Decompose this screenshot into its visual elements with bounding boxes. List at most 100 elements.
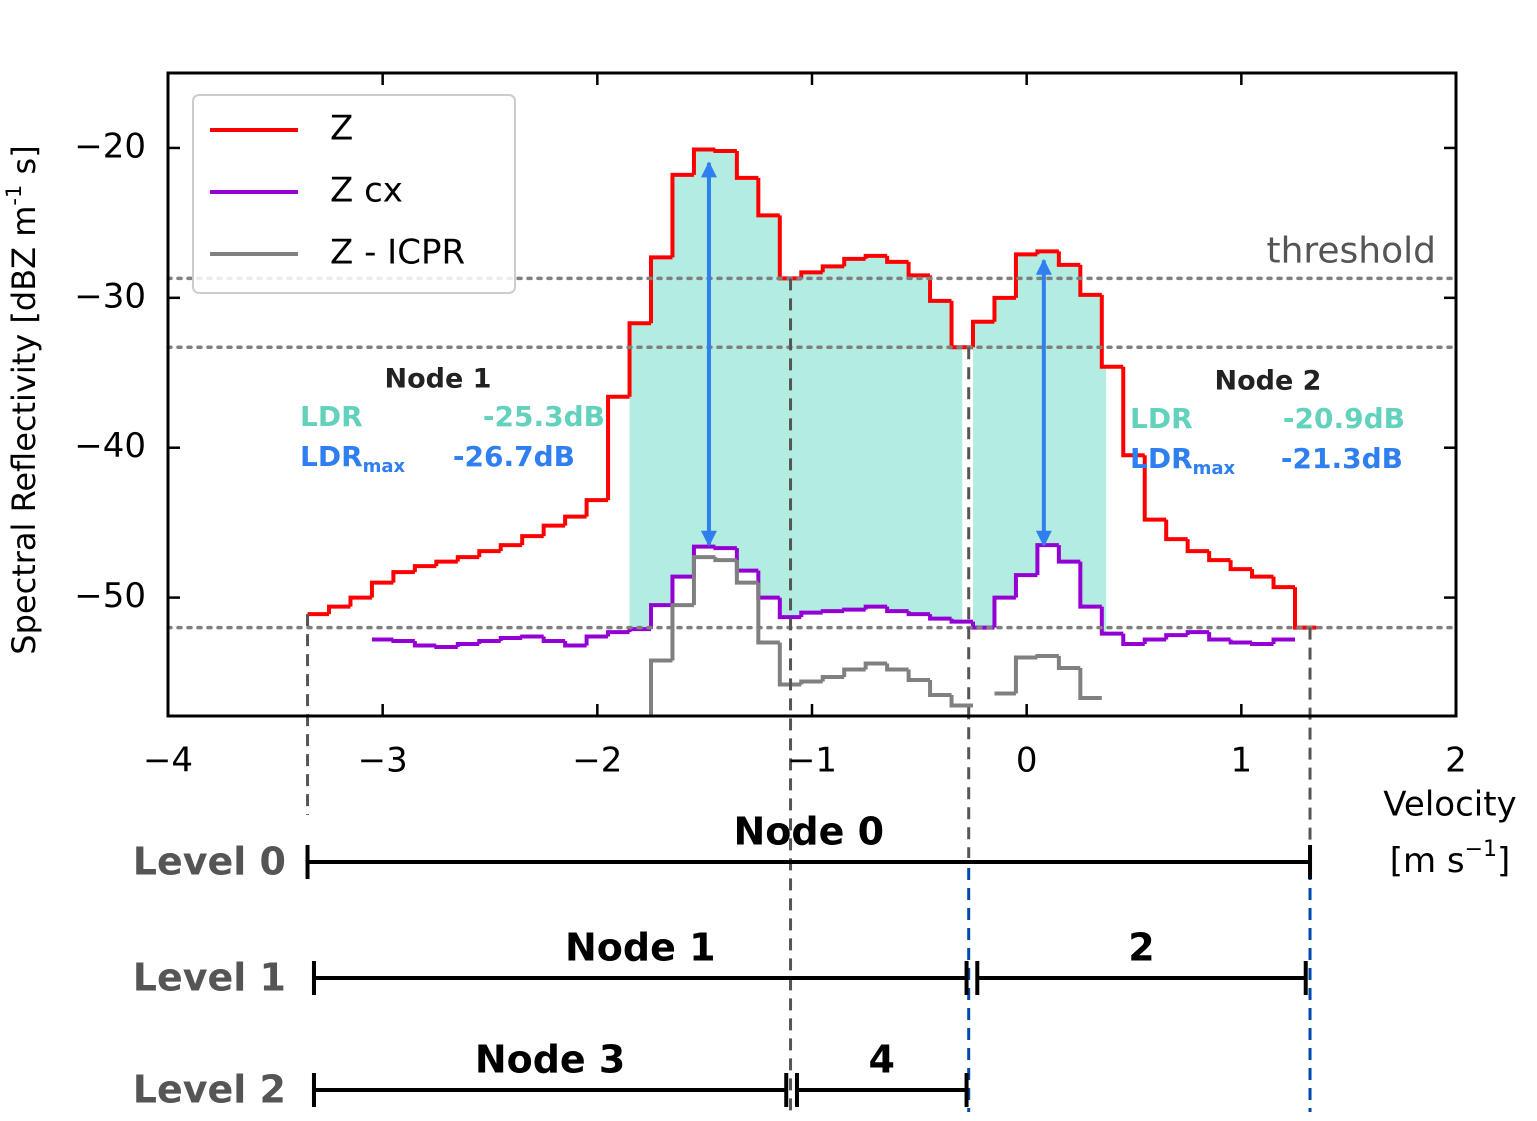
x-tick-label: −4	[143, 741, 193, 781]
step-segment	[520, 634, 544, 639]
node-label: Node 1	[565, 926, 716, 970]
step-segment	[455, 555, 480, 562]
level-label: Level 2	[133, 1068, 286, 1112]
step-segment	[1185, 539, 1210, 554]
legend-label: Z cx	[330, 171, 403, 211]
x-axis-label-unit: [m s−1]	[1390, 837, 1511, 881]
step-segment	[1035, 249, 1059, 255]
step-segment	[1078, 668, 1102, 701]
step-segment	[713, 546, 737, 551]
ldrmax-label-sub: max	[1193, 458, 1236, 479]
step-segment	[906, 261, 931, 278]
x-tick-label: −1	[787, 741, 837, 781]
ldrmax-value: -26.7dB	[453, 440, 575, 473]
step-segment	[1164, 519, 1188, 542]
x-tick-label: 1	[1231, 741, 1253, 781]
step-segment	[885, 255, 909, 264]
step-segment	[541, 523, 566, 537]
step-segment	[434, 559, 458, 567]
step-segment	[649, 603, 673, 630]
x-tick-label: 0	[1016, 741, 1038, 781]
step-segment	[1099, 606, 1124, 636]
step-segment	[842, 256, 866, 267]
step-segment	[348, 595, 372, 607]
step-segment	[1056, 545, 1081, 564]
ldrmax-label-main: LDR	[1130, 442, 1193, 475]
step-segment	[928, 275, 952, 303]
step-segment	[1013, 573, 1038, 598]
step-segment	[863, 253, 888, 259]
step-segment	[627, 321, 651, 397]
step-segment	[1078, 561, 1102, 609]
step-segment	[1250, 642, 1274, 647]
step-segment	[455, 642, 480, 648]
step-segment	[799, 610, 823, 618]
ldr-label: LDR	[300, 400, 363, 433]
step-segment	[820, 609, 845, 614]
step-segment	[1013, 655, 1038, 694]
step-segment	[799, 679, 823, 685]
step-segment	[541, 636, 566, 644]
y-tick-label: −20	[74, 126, 146, 166]
step-segment	[842, 607, 866, 612]
step-segment	[584, 634, 609, 646]
step-segment	[1185, 630, 1210, 636]
step-segment	[606, 630, 630, 637]
step-segment	[820, 675, 845, 682]
step-segment	[949, 695, 973, 708]
step-segment	[1228, 560, 1253, 572]
step-segment	[928, 614, 952, 621]
ldrmax-label-main: LDR	[300, 440, 363, 473]
node-label: 4	[869, 1038, 895, 1082]
x-tick-label: −3	[358, 741, 408, 781]
step-segment	[1035, 654, 1059, 659]
ldrmax-label: LDRmax	[1130, 442, 1236, 479]
step-segment	[777, 597, 802, 620]
step-segment	[327, 604, 351, 615]
legend-label: Z - ICPR	[330, 233, 465, 273]
y-tick-label: −50	[74, 576, 146, 616]
step-segment	[691, 544, 716, 577]
step-segment	[863, 661, 888, 670]
step-segment	[477, 549, 501, 558]
step-segment	[928, 680, 952, 698]
step-segment	[691, 555, 716, 606]
x-axis-label: Velocity	[1383, 785, 1516, 825]
step-segment	[1142, 455, 1167, 522]
node-annotation-title: Node 2	[1215, 366, 1322, 397]
step-segment	[756, 177, 780, 218]
step-segment	[1207, 632, 1231, 642]
step-segment	[1121, 366, 1145, 458]
step-segment	[1056, 656, 1081, 671]
step-segment	[906, 669, 931, 683]
step-segment	[391, 639, 415, 644]
step-segment	[863, 604, 888, 610]
node-label: Node 0	[733, 810, 884, 854]
step-segment	[713, 557, 737, 563]
node-annotation-title: Node 1	[385, 364, 492, 395]
ldrmax-label: LDRmax	[300, 440, 406, 477]
y-tick-label: −30	[74, 276, 146, 316]
step-segment	[563, 514, 587, 526]
step-segment	[756, 582, 780, 645]
step-segment	[1078, 264, 1102, 297]
legend-label: Z	[330, 109, 353, 149]
step-segment	[777, 215, 802, 281]
ldr-label: LDR	[1130, 402, 1193, 435]
level-label: Level 1	[133, 956, 286, 1000]
step-segment	[1164, 633, 1188, 640]
step-segment	[1013, 252, 1038, 298]
step-segment	[842, 667, 866, 678]
step-segment	[1142, 637, 1167, 645]
ldr-value: -20.9dB	[1283, 402, 1405, 435]
step-segment	[971, 319, 995, 348]
node-label: 2	[1128, 926, 1154, 970]
step-segment	[1293, 587, 1317, 630]
step-segment	[820, 264, 845, 273]
ldrmax-value: -21.3dB	[1281, 442, 1403, 475]
ldr-value: -25.3dB	[483, 400, 605, 433]
step-segment	[606, 394, 630, 501]
step-segment	[477, 639, 501, 645]
step-segment	[992, 295, 1016, 322]
